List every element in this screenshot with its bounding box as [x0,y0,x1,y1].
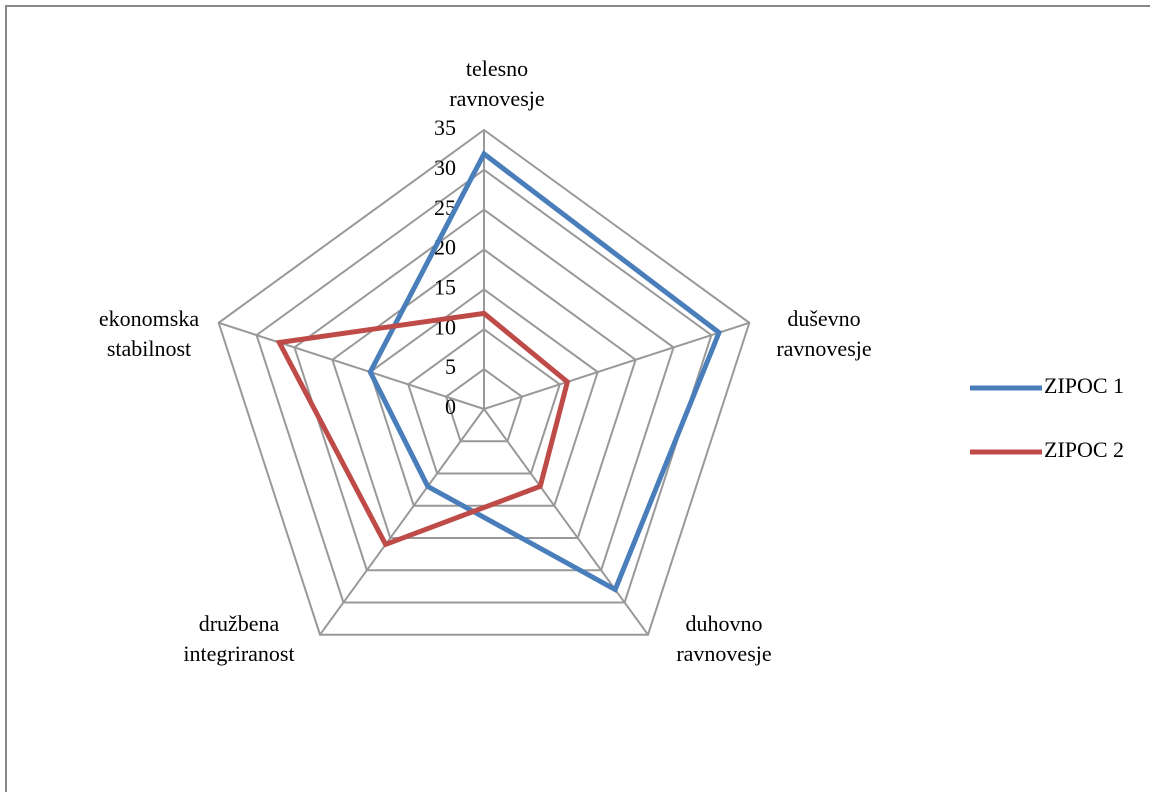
category-label: duhovno ravnovesje [676,611,772,666]
chart-frame [5,5,1150,792]
category-label: telesno ravnovesje [449,56,545,111]
r-tick-label: 35 [434,115,456,140]
spoke [218,321,485,410]
grid-ring [331,248,637,539]
spoke [483,321,750,410]
legend-label: ZIPOC 1 [1044,373,1124,398]
series-line [275,310,571,548]
legend-label: ZIPOC 2 [1044,437,1124,462]
category-label: družbena integriranost [183,611,295,666]
r-tick-label: 15 [434,274,456,299]
grid-ring [255,168,713,604]
spoke [319,408,485,636]
r-tick-label: 0 [445,394,456,419]
category-label: ekonomska stabilnost [98,306,200,361]
series-line [367,150,723,594]
grid-ring [293,208,675,572]
grid-ring [407,328,561,475]
r-tick-label: 30 [434,155,456,180]
spoke [483,408,649,636]
grid-ring [217,128,751,636]
category-label: duševno ravnovesje [776,306,872,361]
r-tick-label: 5 [445,354,456,379]
grid-ring [444,367,524,443]
